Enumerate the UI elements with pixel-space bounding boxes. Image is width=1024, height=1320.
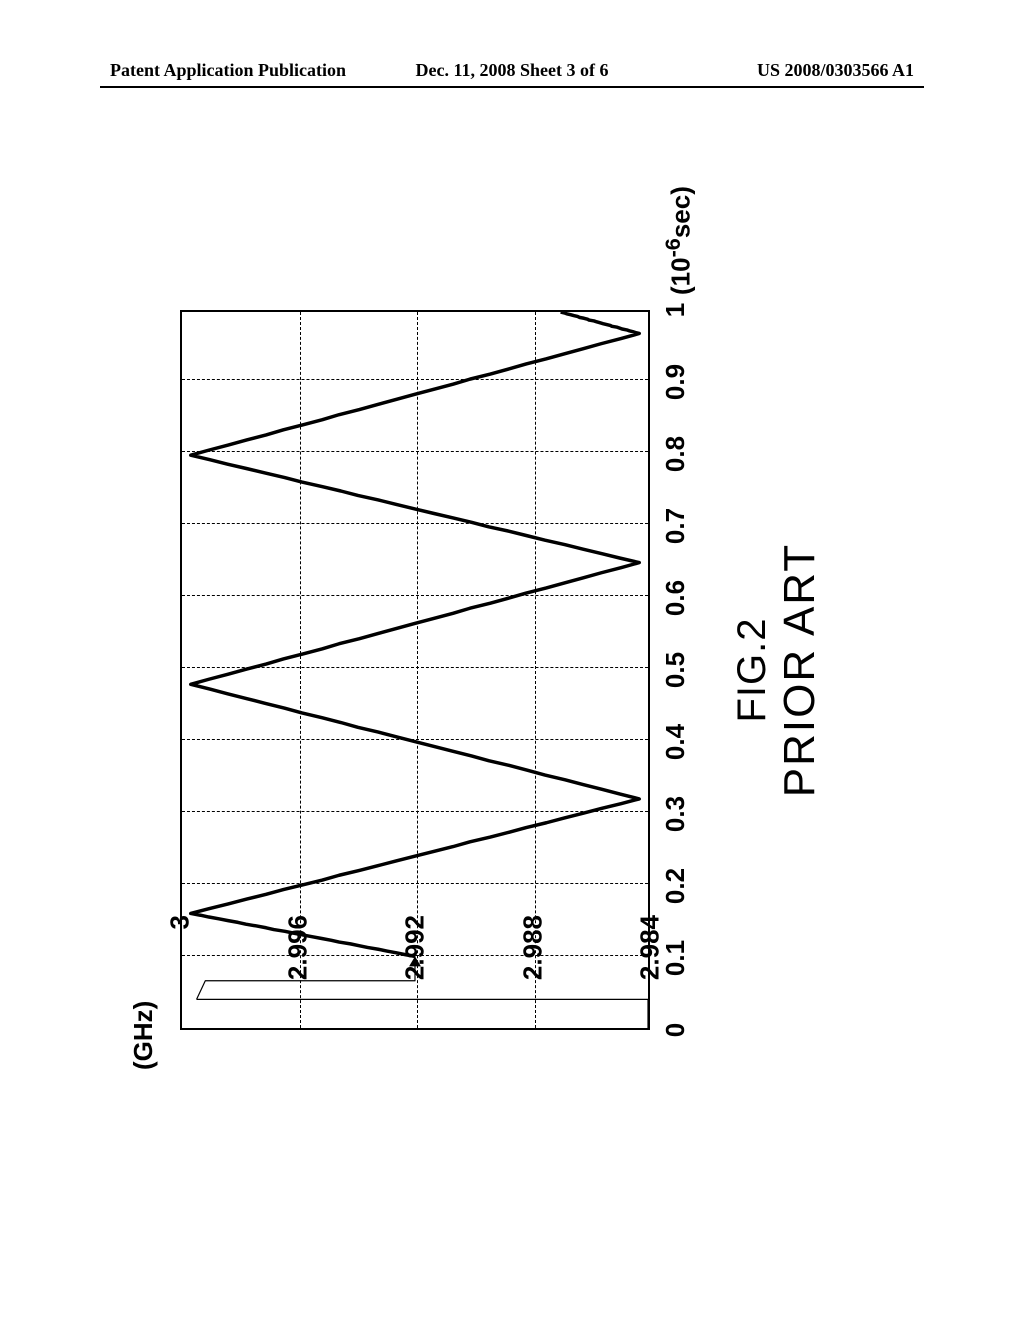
y-tick-label: 2.992 xyxy=(400,915,431,1035)
x-tick-label: 0.9 xyxy=(660,352,691,412)
x-tick-label: 0.7 xyxy=(660,496,691,556)
x-axis-label: (10-6sec) xyxy=(660,186,697,295)
y-axis-label: (GHz) xyxy=(128,1001,159,1070)
x-tick-label: 0.2 xyxy=(660,856,691,916)
x-tick-label: 0.4 xyxy=(660,712,691,772)
header-rule xyxy=(100,86,924,88)
figure-caption: FIG.2 PRIOR ART xyxy=(730,180,825,1160)
x-tick-label: 1 xyxy=(660,280,691,340)
header-center: Dec. 11, 2008 Sheet 3 of 6 xyxy=(416,60,609,81)
grid-v xyxy=(182,523,648,524)
grid-v xyxy=(182,883,648,884)
y-tick-label: 3 xyxy=(165,915,196,1035)
grid-v xyxy=(182,451,648,452)
figure-rotated: (GHz) (10-6sec) FIG.2 PRIOR ART 00.10.20… xyxy=(120,180,900,1160)
x-tick-label: 0.6 xyxy=(660,568,691,628)
x-tick-label: 0.8 xyxy=(660,424,691,484)
waveform-path xyxy=(191,312,640,956)
figure-number: FIG.2 xyxy=(730,180,775,1160)
figure-container: (GHz) (10-6sec) FIG.2 PRIOR ART 00.10.20… xyxy=(120,180,900,1160)
grid-v xyxy=(182,739,648,740)
grid-v xyxy=(182,811,648,812)
grid-v xyxy=(182,595,648,596)
y-tick-label: 2.988 xyxy=(517,915,548,1035)
y-tick-label: 2.996 xyxy=(282,915,313,1035)
grid-v xyxy=(182,667,648,668)
page-header: Patent Application Publication Dec. 11, … xyxy=(0,60,1024,81)
prior-art-label: PRIOR ART xyxy=(775,180,825,1160)
header-left: Patent Application Publication xyxy=(110,60,346,81)
header-right: US 2008/0303566 A1 xyxy=(757,60,914,81)
y-tick-label: 2.984 xyxy=(635,915,666,1035)
grid-v xyxy=(182,379,648,380)
x-tick-label: 0.5 xyxy=(660,640,691,700)
x-tick-label: 0.3 xyxy=(660,784,691,844)
